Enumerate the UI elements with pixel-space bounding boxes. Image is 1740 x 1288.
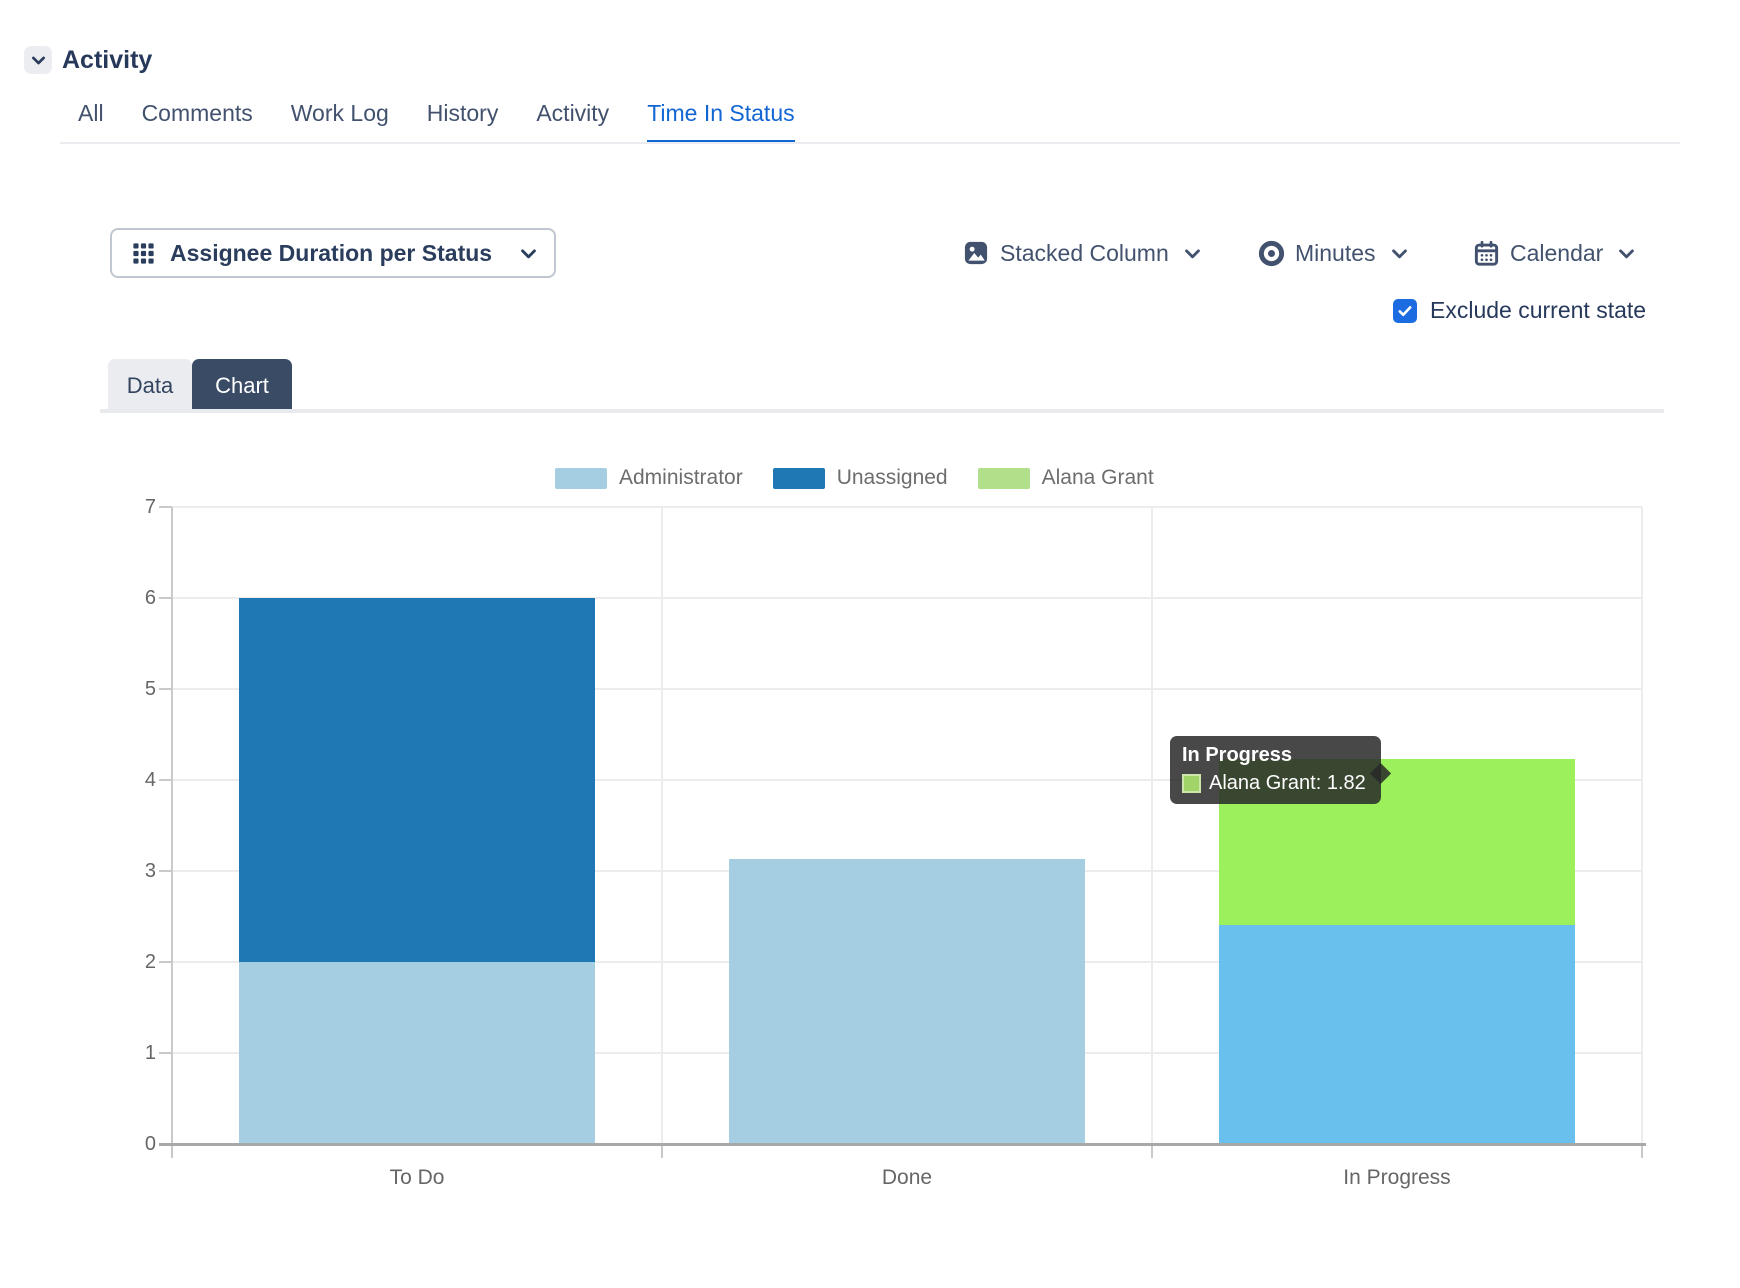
legend-swatch — [555, 467, 607, 489]
y-axis-tick — [159, 597, 172, 599]
category-gridline — [1151, 507, 1153, 1144]
view-tab-data[interactable]: Data — [108, 359, 192, 412]
grid-icon — [130, 240, 157, 267]
chart-type-label: Stacked Column — [1000, 239, 1169, 266]
x-axis-label: Done — [881, 1166, 933, 1189]
chevron-down-icon — [1390, 244, 1409, 263]
y-axis-label: 5 — [144, 678, 156, 700]
legend-item-administrator[interactable]: Administrator — [555, 466, 743, 490]
y-axis-label: 7 — [144, 496, 156, 518]
tab-time-in-status[interactable]: Time In Status — [647, 100, 795, 143]
y-axis-tick — [159, 961, 172, 963]
chart-legend: Administrator Unassigned Alana Grant — [555, 466, 1154, 490]
eye-icon — [1258, 240, 1285, 267]
gridline — [172, 597, 1642, 599]
x-axis-label: To Do — [389, 1166, 445, 1189]
category-gridline — [661, 507, 663, 1144]
tab-bar-divider — [60, 142, 1680, 144]
calendar-icon — [1473, 240, 1500, 267]
bar-segment-administrator[interactable] — [239, 962, 595, 1144]
category-gridline — [1641, 507, 1643, 1144]
tab-all[interactable]: All — [78, 100, 104, 126]
tooltip-title: In Progress — [1182, 744, 1293, 766]
image-icon — [962, 239, 990, 267]
report-type-dropdown[interactable]: Assignee Duration per Status — [110, 228, 556, 278]
legend-label: Administrator — [619, 466, 743, 489]
chart-tooltip: In Progress Alana Grant: 1.82 — [1170, 736, 1391, 804]
x-axis-label: In Progress — [1343, 1166, 1451, 1189]
page-title: Activity — [62, 46, 153, 74]
legend-label: Unassigned — [836, 466, 948, 489]
y-axis-label: 2 — [144, 951, 156, 973]
y-axis-label: 3 — [144, 860, 156, 882]
legend-item-unassigned[interactable]: Unassigned — [772, 466, 948, 490]
report-type-label: Assignee Duration per Status — [170, 239, 493, 266]
activity-tab-bar: All Comments Work Log History Activity T… — [78, 100, 795, 143]
unit-dropdown[interactable]: Minutes — [1258, 238, 1409, 268]
chevron-down-icon — [1617, 244, 1636, 263]
exclude-current-state-label: Exclude current state — [1430, 297, 1647, 323]
chevron-down-icon — [30, 52, 47, 69]
checkbox-checked-icon — [1393, 298, 1417, 323]
y-axis-label: 6 — [144, 587, 156, 609]
x-axis-tick — [1151, 1144, 1153, 1158]
tab-comments[interactable]: Comments — [141, 100, 253, 126]
gridline — [172, 688, 1642, 690]
bar-segment-unassigned[interactable] — [239, 598, 595, 962]
view-tab-chart[interactable]: Chart — [192, 359, 292, 412]
x-axis-tick — [1641, 1144, 1643, 1158]
y-axis-tick — [159, 1052, 172, 1054]
calendar-label: Calendar — [1510, 239, 1604, 266]
gridline — [172, 506, 1642, 508]
y-axis-label: 0 — [144, 1133, 156, 1155]
legend-swatch — [772, 467, 825, 489]
y-axis-line — [171, 507, 173, 1158]
tooltip-value-text: Alana Grant: 1.82 — [1209, 772, 1366, 794]
x-axis-baseline — [159, 1143, 1646, 1146]
y-axis-label: 1 — [144, 1042, 156, 1064]
legend-item-alana-grant[interactable]: Alana Grant — [977, 466, 1154, 490]
tooltip-series-swatch — [1182, 774, 1201, 793]
unit-label: Minutes — [1295, 239, 1376, 266]
bar-segment-administrator[interactable] — [1219, 924, 1575, 1144]
bar-segment-administrator[interactable] — [729, 859, 1085, 1144]
exclude-current-state-checkbox[interactable]: Exclude current state — [1393, 297, 1646, 324]
y-axis-tick — [159, 870, 172, 872]
tab-activity[interactable]: Activity — [536, 100, 610, 126]
x-axis-tick — [661, 1144, 663, 1158]
chevron-down-icon — [1183, 244, 1202, 263]
view-tab-divider — [100, 409, 1664, 413]
tab-history[interactable]: History — [426, 100, 499, 126]
y-axis-label: 4 — [144, 769, 156, 791]
y-axis-tick — [159, 779, 172, 781]
tab-work-log[interactable]: Work Log — [290, 100, 389, 126]
chart-type-dropdown[interactable]: Stacked Column — [962, 238, 1202, 268]
y-axis-tick — [159, 688, 172, 690]
calendar-dropdown[interactable]: Calendar — [1473, 238, 1636, 268]
activity-collapse-button[interactable] — [24, 46, 52, 74]
gridline — [172, 779, 1642, 781]
chevron-down-icon — [519, 244, 538, 263]
y-axis-tick — [159, 506, 172, 508]
legend-label: Alana Grant — [1041, 466, 1154, 489]
legend-swatch — [977, 467, 1030, 489]
view-tab-bar: Data Chart — [108, 359, 292, 412]
